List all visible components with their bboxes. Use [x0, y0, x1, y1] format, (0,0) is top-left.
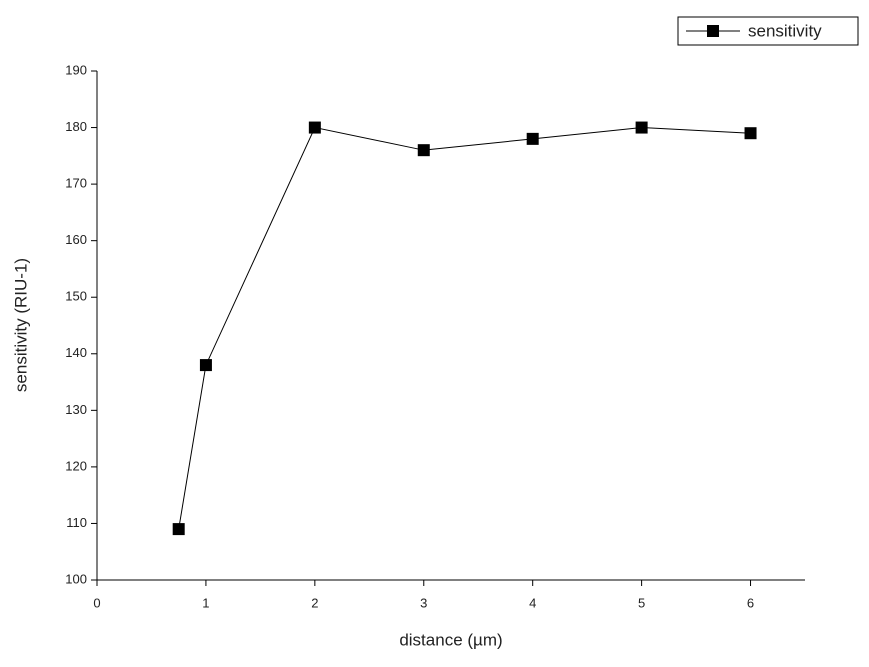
x-tick-label: 5 — [638, 595, 645, 610]
x-axis-title: distance (µm) — [399, 630, 502, 649]
data-point — [199, 359, 212, 372]
data-point — [744, 127, 757, 140]
y-tick-label: 150 — [65, 289, 87, 304]
data-point — [417, 144, 430, 157]
x-tick-label: 0 — [93, 595, 100, 610]
x-tick-label: 3 — [420, 595, 427, 610]
x-tick-label: 2 — [311, 595, 318, 610]
data-point — [526, 132, 539, 145]
y-tick-label: 170 — [65, 176, 87, 191]
y-tick-label: 100 — [65, 571, 87, 586]
legend-label: sensitivity — [748, 21, 822, 40]
y-tick-label: 110 — [66, 515, 87, 530]
x-tick-label: 6 — [747, 595, 754, 610]
y-tick-label: 130 — [65, 402, 87, 417]
y-tick-label: 120 — [65, 458, 87, 473]
data-point — [635, 121, 648, 134]
x-tick-label: 1 — [202, 595, 209, 610]
y-tick-label: 160 — [65, 232, 87, 247]
data-point — [172, 523, 185, 536]
y-tick-label: 190 — [65, 62, 87, 77]
y-tick-label: 140 — [65, 345, 87, 360]
legend: sensitivity — [677, 16, 859, 46]
legend-marker — [707, 25, 719, 37]
series-line — [178, 126, 751, 530]
y-tick-label: 180 — [65, 119, 87, 134]
y-axis-title: sensitivity (RIU-1) — [11, 258, 30, 392]
x-tick-label: 4 — [529, 595, 536, 610]
data-point — [308, 121, 321, 134]
